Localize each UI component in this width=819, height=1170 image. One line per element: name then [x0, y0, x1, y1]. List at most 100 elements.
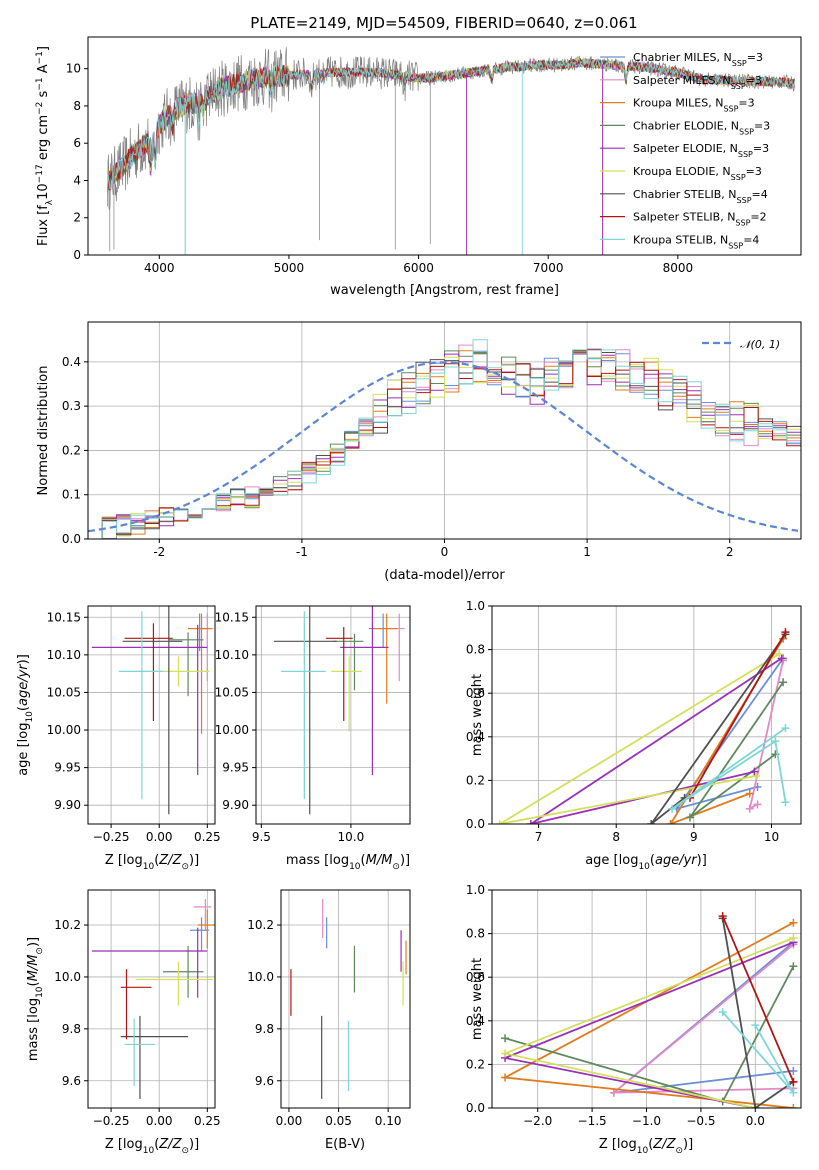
- residual-histogram-4: [88, 351, 801, 539]
- residual-histogram-8: [88, 339, 801, 539]
- weight-marker-1: [609, 1088, 618, 1097]
- y-tick-label: 0.2: [62, 443, 81, 457]
- age_vs_Z-axes: [88, 606, 215, 824]
- legend-label: Chabrier ELODIE, NSSP=3: [633, 119, 770, 136]
- y-tick-label: 0.4: [466, 1014, 485, 1028]
- x-axis-label: (data-model)/error: [384, 568, 505, 583]
- residual-histogram-5: [88, 351, 801, 539]
- errorbar-8: [281, 611, 326, 800]
- age_vs_Z-frame: −0.25 0.00 0.25 9.90 9.95 10.00 10.05 10.10 10.1…: [47, 605, 221, 844]
- weight-marker-2: [745, 789, 754, 798]
- y-tick-label: 2: [73, 211, 81, 225]
- weight-marker-7: [789, 1077, 798, 1086]
- x-tick-label: 8000: [663, 261, 694, 275]
- weight-line-6: [721, 918, 794, 1108]
- y-tick-label: 9.95: [222, 761, 249, 775]
- errorbar-7: [124, 623, 173, 722]
- weight-marker-8: [789, 1088, 798, 1097]
- axes-frame: [87, 605, 216, 825]
- y-tick-label: 10.15: [47, 610, 81, 624]
- weight-line-8: [671, 727, 787, 810]
- y-tick-label: 0.1: [62, 488, 81, 502]
- weight-marker-5: [775, 649, 784, 658]
- x-tick-label: 9: [690, 830, 698, 844]
- y-tick-label: 9.90: [54, 798, 81, 812]
- weight-line-4: [530, 657, 783, 824]
- errorbar-7: [120, 969, 152, 1040]
- weight-marker-2: [789, 918, 798, 927]
- weight_vs_Z-plot: [501, 912, 798, 1108]
- weight-marker-8: [718, 1008, 727, 1017]
- mass_vs_ebv-plot: [290, 899, 407, 1099]
- axes-frame: [87, 889, 216, 1109]
- y-tick-label: 0.3: [62, 399, 81, 413]
- legend-label: Salpeter ELODIE, NSSP=3: [633, 142, 769, 159]
- mass_vs_Z-axes: [88, 890, 215, 1108]
- y-tick-label: 0.2: [466, 773, 485, 787]
- residual-histogram-7: [88, 349, 801, 539]
- weight-marker-4: [777, 654, 786, 663]
- x-tick-label: 10: [764, 830, 779, 844]
- y-tick-label: 10.10: [215, 648, 249, 662]
- spectrum-legend: Chabrier MILES, NSSP=3 Salpeter MILES, NS…: [600, 51, 770, 250]
- y-tick-label: 0.8: [466, 927, 485, 941]
- weight-marker-4: [526, 820, 535, 824]
- weight-marker-7: [718, 912, 727, 921]
- y-tick-label: 10.2: [247, 918, 274, 932]
- age_vs_mass-frame: 9.5 10.0 9.90 9.95 10.00 10.05 10.10 10.15: [215, 605, 411, 844]
- x-tick-label: 0.25: [194, 1114, 221, 1128]
- x-tick-label: 6000: [403, 261, 434, 275]
- errorbar-6: [273, 606, 337, 815]
- errorbar-8: [124, 1018, 156, 1086]
- mass_vs_ebv-frame: 0.00 0.05 0.10 9.6 9.8 10.0 10.2: [247, 889, 411, 1128]
- weight-marker-3: [501, 1034, 510, 1043]
- x-tick-label: −0.25: [93, 830, 130, 844]
- x-tick-label: 0: [441, 545, 449, 559]
- y-tick-label: 10.05: [47, 685, 81, 699]
- y-tick-label: 0.0: [466, 817, 485, 831]
- x-axis-label: age [log10(age/yr)]: [585, 853, 707, 872]
- axes-frame: [491, 605, 802, 825]
- x-tick-label: −0.25: [93, 1114, 130, 1128]
- weight-marker-0: [789, 1066, 798, 1075]
- axes-frame: [255, 605, 411, 825]
- x-tick-label: 0.00: [146, 830, 173, 844]
- y-tick-label: 9.6: [62, 1074, 81, 1088]
- x-tick-label: 5000: [274, 261, 305, 275]
- errorbar-8: [118, 611, 164, 800]
- errorbar-5: [331, 656, 362, 732]
- residual-histogram-0: [88, 350, 801, 539]
- y-axis-label: Flux [fλ10−17 erg cm−2 s−1 A−1]: [35, 46, 55, 246]
- y-axis-label: mass weight: [470, 674, 485, 756]
- weight-marker-8: [668, 804, 677, 813]
- residuals-plot: [88, 339, 801, 539]
- x-axis-label: Z [log10(Z/Z⊙)]: [105, 853, 199, 872]
- errorbar-2: [370, 613, 398, 704]
- errorbar-5: [136, 961, 214, 1006]
- weight-line-7: [689, 631, 787, 799]
- x-tick-label: -1: [296, 545, 308, 559]
- x-tick-label: 9.5: [252, 830, 271, 844]
- y-tick-label: 10.0: [247, 970, 274, 984]
- mass_vs_Z-frame: −0.25 0.00 0.25 9.6 9.8 10.0 10.2: [54, 889, 221, 1128]
- x-axis-label: mass [log10(M/M⊙)]: [286, 853, 410, 872]
- x-tick-label: 10.0: [338, 830, 365, 844]
- legend-label: Kroupa ELODIE, NSSP=3: [633, 165, 762, 182]
- legend-label: Salpeter MILES, NSSP=3: [633, 74, 762, 91]
- residual-histogram-6: [88, 349, 801, 539]
- weight-marker-1: [753, 800, 762, 809]
- y-tick-label: 10.00: [47, 723, 81, 737]
- axes-frame: [280, 889, 411, 1109]
- age_vs_mass-plot: [273, 606, 405, 815]
- x-tick-label: 7000: [533, 261, 564, 275]
- y-tick-label: 6: [73, 136, 81, 150]
- y-tick-label: 0.6: [466, 970, 485, 984]
- legend-label: Kroupa STELIB, NSSP=4: [633, 233, 759, 250]
- weight-marker-3: [789, 962, 798, 971]
- x-tick-label: 0.25: [194, 830, 221, 844]
- errorbar-3: [163, 945, 204, 998]
- gaussian-legend-label: 𝒩(0, 1): [740, 338, 780, 351]
- y-tick-label: 1.0: [466, 599, 485, 613]
- weight-marker-2: [666, 820, 675, 824]
